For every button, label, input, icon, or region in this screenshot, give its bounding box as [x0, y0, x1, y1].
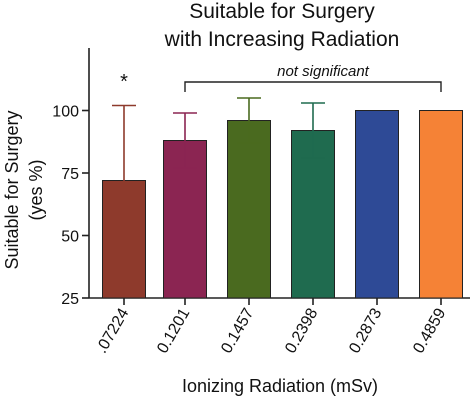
x-tick-label: 0.2873	[346, 305, 385, 356]
y-axis-label-line-1: Suitable for Surgery	[2, 110, 22, 269]
x-tick-label: 0.4859	[410, 305, 449, 356]
x-tick-label: 0.1457	[218, 305, 257, 356]
bracket-label: not significant	[277, 63, 370, 80]
significance-bracket	[184, 81, 442, 92]
chart-title-line-2: with Increasing Radiation	[164, 28, 400, 51]
y-tick-label: 50	[61, 229, 79, 246]
y-tick-label: 75	[61, 166, 79, 183]
x-axis-label: Ionizing Radiation (mSv)	[182, 376, 378, 396]
y-tick-label: 100	[52, 104, 79, 121]
bar	[355, 110, 399, 299]
y-tick-label: 25	[61, 291, 79, 308]
chart-title-line-1: Suitable for Surgery	[189, 0, 375, 23]
y-axis-label-line-2: (yes %)	[26, 159, 46, 220]
x-tick-label: 0.1201	[154, 305, 193, 356]
bar	[227, 120, 271, 299]
x-tick-label: .07224	[93, 305, 132, 356]
x-tick-label: 0.2398	[282, 305, 321, 356]
significance-star: *	[120, 71, 128, 93]
bar	[419, 110, 463, 299]
